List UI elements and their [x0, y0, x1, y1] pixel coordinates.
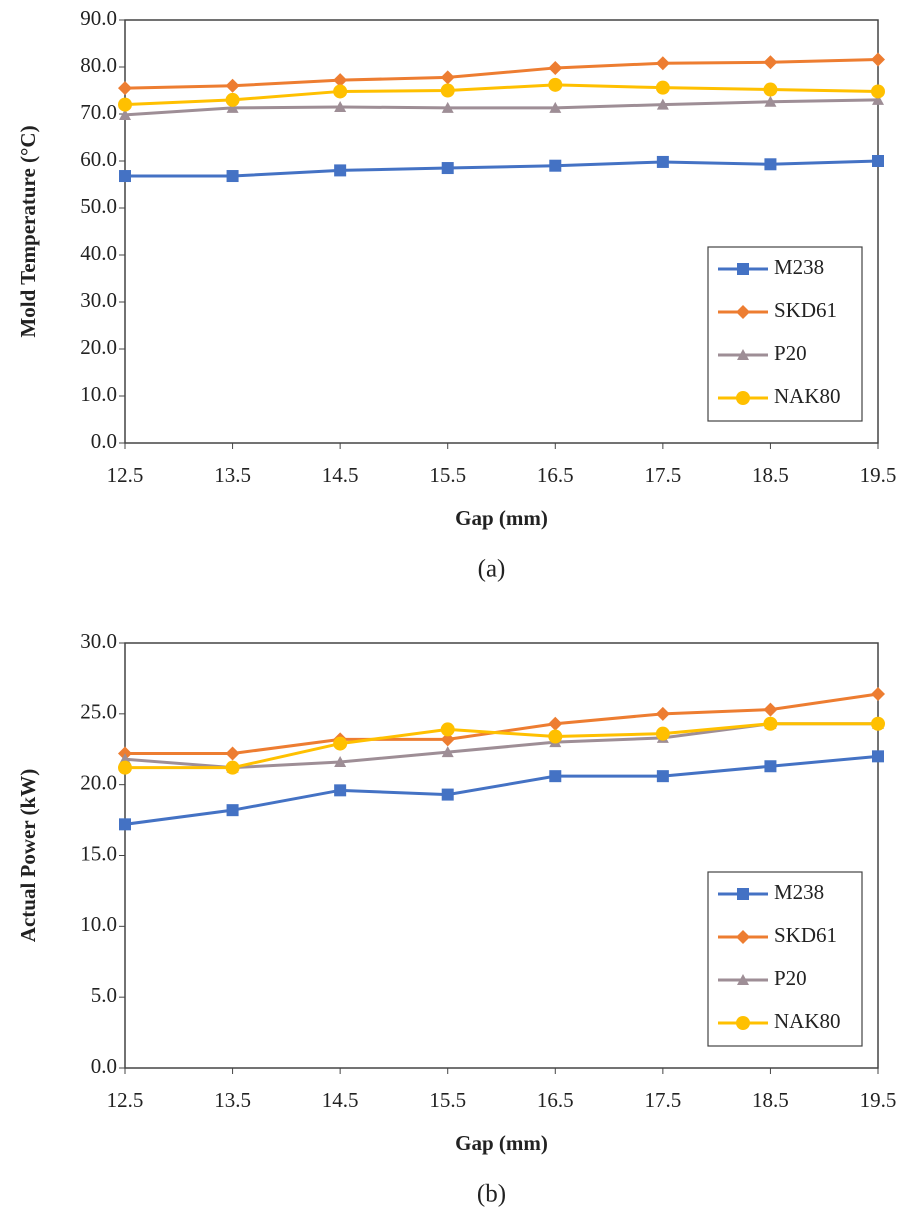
- marker: [872, 155, 884, 167]
- y-tick-label: 50.0: [80, 194, 117, 218]
- caption: (b): [477, 1181, 506, 1208]
- marker: [548, 717, 562, 731]
- marker: [871, 84, 885, 98]
- y-tick-label: 30.0: [80, 629, 117, 653]
- marker: [334, 164, 346, 176]
- x-tick-label: 16.5: [537, 1088, 574, 1112]
- marker: [442, 162, 454, 174]
- x-tick-label: 12.5: [107, 463, 144, 487]
- x-axis-title: Gap (mm): [455, 506, 548, 530]
- y-tick-label: 40.0: [80, 241, 117, 265]
- legend-label: SKD61: [774, 298, 837, 322]
- caption: (a): [478, 556, 506, 583]
- y-tick-label: 80.0: [80, 53, 117, 77]
- marker: [118, 98, 132, 112]
- x-tick-label: 15.5: [429, 463, 466, 487]
- marker: [871, 687, 885, 701]
- y-tick-label: 60.0: [80, 147, 117, 171]
- marker: [763, 703, 777, 717]
- marker: [333, 84, 347, 98]
- marker: [441, 70, 455, 84]
- marker: [656, 727, 670, 741]
- x-tick-label: 17.5: [644, 463, 681, 487]
- marker: [227, 170, 239, 182]
- legend-label: M238: [774, 255, 824, 279]
- marker: [549, 160, 561, 172]
- x-tick-label: 17.5: [644, 1088, 681, 1112]
- marker: [548, 61, 562, 75]
- legend-label: SKD61: [774, 923, 837, 947]
- marker: [737, 888, 749, 900]
- y-tick-label: 5.0: [91, 983, 117, 1007]
- marker: [548, 730, 562, 744]
- x-tick-label: 18.5: [752, 463, 789, 487]
- figure: 0.0 10.0 20.0 30.0 40.0 50.0 60.0 70.0 80.0 90.0 1…: [0, 0, 906, 1213]
- marker: [333, 737, 347, 751]
- marker: [763, 717, 777, 731]
- y-tick-label: 10.0: [80, 912, 117, 936]
- x-tick-label: 12.5: [107, 1088, 144, 1112]
- marker: [871, 717, 885, 731]
- marker: [736, 391, 750, 405]
- marker: [227, 804, 239, 816]
- marker: [441, 84, 455, 98]
- marker: [656, 81, 670, 95]
- marker: [226, 79, 240, 93]
- marker: [226, 747, 240, 761]
- marker: [548, 78, 562, 92]
- marker: [226, 93, 240, 107]
- marker: [871, 52, 885, 66]
- marker: [737, 263, 749, 275]
- x-tick-label: 16.5: [537, 463, 574, 487]
- marker: [442, 789, 454, 801]
- y-axis-title: Actual Power (kW): [16, 769, 40, 942]
- marker: [763, 55, 777, 69]
- x-axis-title: Gap (mm): [455, 1131, 548, 1155]
- y-tick-label: 10.0: [80, 382, 117, 406]
- y-tick-label: 20.0: [80, 770, 117, 794]
- legend-label: P20: [774, 966, 807, 990]
- legend-label: M238: [774, 880, 824, 904]
- y-axis-title: Mold Temperature (°C): [16, 125, 40, 337]
- y-tick-label: 30.0: [80, 288, 117, 312]
- x-tick-label: 19.5: [860, 1088, 897, 1112]
- x-tick-label: 14.5: [322, 463, 359, 487]
- marker: [736, 1016, 750, 1030]
- marker: [119, 170, 131, 182]
- legend-label: NAK80: [774, 384, 841, 408]
- y-tick-label: 0.0: [91, 1054, 117, 1078]
- marker: [656, 56, 670, 70]
- marker: [872, 750, 884, 762]
- marker: [657, 156, 669, 168]
- marker: [657, 770, 669, 782]
- marker: [549, 770, 561, 782]
- marker: [118, 81, 132, 95]
- y-tick-label: 0.0: [91, 429, 117, 453]
- marker: [656, 707, 670, 721]
- x-tick-label: 18.5: [752, 1088, 789, 1112]
- y-tick-label: 20.0: [80, 335, 117, 359]
- marker: [119, 818, 131, 830]
- x-tick-label: 13.5: [214, 1088, 251, 1112]
- marker: [764, 158, 776, 170]
- marker: [226, 761, 240, 775]
- legend-label: P20: [774, 341, 807, 365]
- x-tick-label: 14.5: [322, 1088, 359, 1112]
- y-tick-label: 70.0: [80, 100, 117, 124]
- marker: [441, 722, 455, 736]
- x-tick-label: 13.5: [214, 463, 251, 487]
- x-tick-label: 15.5: [429, 1088, 466, 1112]
- marker: [334, 784, 346, 796]
- marker: [764, 760, 776, 772]
- x-tick-label: 19.5: [860, 463, 897, 487]
- marker: [118, 761, 132, 775]
- y-tick-label: 15.0: [80, 841, 117, 865]
- y-tick-label: 25.0: [80, 700, 117, 724]
- y-tick-label: 90.0: [80, 6, 117, 30]
- legend-label: NAK80: [774, 1009, 841, 1033]
- marker: [763, 83, 777, 97]
